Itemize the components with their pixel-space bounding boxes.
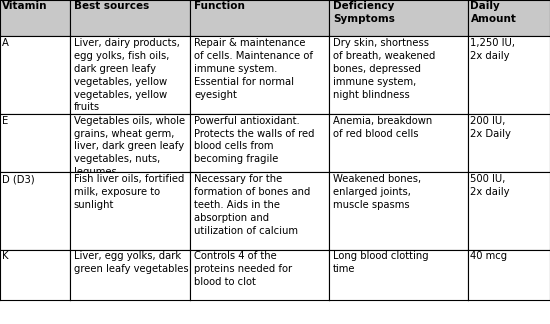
Text: D (D3): D (D3) <box>2 174 35 184</box>
Text: 500 IU,
2x daily: 500 IU, 2x daily <box>470 174 510 197</box>
Text: Dry skin, shortness
of breath, weakened
bones, depressed
immune system,
night bl: Dry skin, shortness of breath, weakened … <box>333 38 436 99</box>
Text: Controls 4 of the
proteins needed for
blood to clot: Controls 4 of the proteins needed for bl… <box>194 251 292 287</box>
Text: Vegetables oils, whole
grains, wheat germ,
liver, dark green leafy
vegetables, n: Vegetables oils, whole grains, wheat ger… <box>74 116 185 177</box>
Text: Weakened bones,
enlarged joints,
muscle spasms: Weakened bones, enlarged joints, muscle … <box>333 174 421 210</box>
Text: Function: Function <box>194 1 245 11</box>
Text: Powerful antioxidant.
Protects the walls of red
blood cells from
becoming fragil: Powerful antioxidant. Protects the walls… <box>194 116 315 164</box>
Text: 40 mcg: 40 mcg <box>470 251 508 261</box>
Text: A: A <box>2 38 9 48</box>
Text: Best sources: Best sources <box>74 1 149 11</box>
Text: 1,250 IU,
2x daily: 1,250 IU, 2x daily <box>470 38 515 61</box>
Text: Deficiency
Symptoms: Deficiency Symptoms <box>333 1 395 24</box>
Text: E: E <box>2 116 8 126</box>
Text: Long blood clotting
time: Long blood clotting time <box>333 251 429 274</box>
Text: Necessary for the
formation of bones and
teeth. Aids in the
absorption and
utili: Necessary for the formation of bones and… <box>194 174 311 236</box>
Text: Liver, egg yolks, dark
green leafy vegetables: Liver, egg yolks, dark green leafy veget… <box>74 251 188 274</box>
Text: Anemia, breakdown
of red blood cells: Anemia, breakdown of red blood cells <box>333 116 432 139</box>
Text: Daily
Amount: Daily Amount <box>470 1 516 24</box>
Text: Vitamin: Vitamin <box>2 1 48 11</box>
Text: Repair & maintenance
of cells. Maintenance of
immune system.
Essential for norma: Repair & maintenance of cells. Maintenan… <box>194 38 313 99</box>
Text: Fish liver oils, fortified
milk, exposure to
sunlight: Fish liver oils, fortified milk, exposur… <box>74 174 184 210</box>
Text: K: K <box>2 251 9 261</box>
Text: Liver, dairy products,
egg yolks, fish oils,
dark green leafy
vegetables, yellow: Liver, dairy products, egg yolks, fish o… <box>74 38 179 112</box>
Text: 200 IU,
2x Daily: 200 IU, 2x Daily <box>470 116 512 139</box>
